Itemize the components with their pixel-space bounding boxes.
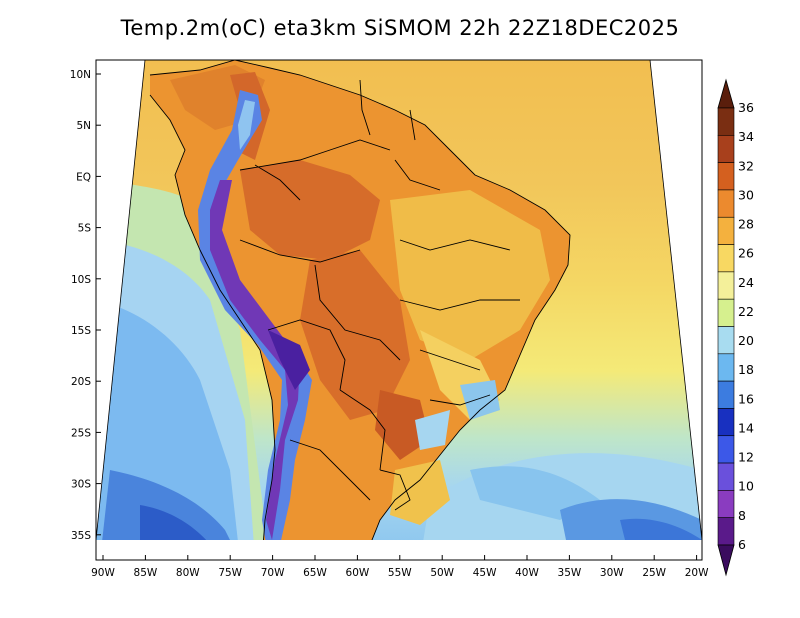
colorbar-segment — [717, 380, 735, 409]
lon-label: 80W — [176, 567, 200, 579]
lon-label: 20W — [685, 567, 709, 579]
colorbar-label: 34 — [738, 129, 754, 144]
lat-label: 10S — [71, 274, 91, 286]
colorbar-segment — [717, 162, 735, 191]
colorbar-label: 32 — [738, 158, 754, 173]
lat-label: 5N — [76, 120, 91, 132]
lat-label: 5S — [78, 223, 92, 235]
lon-label: 35W — [558, 567, 582, 579]
lat-label: 35S — [71, 530, 91, 542]
colorbar-segment — [717, 408, 735, 437]
colorbar-segment — [717, 189, 735, 218]
colorbar-segment — [717, 490, 735, 518]
colorbar-segment — [717, 271, 735, 300]
map-border — [95, 59, 703, 561]
lon-label: 75W — [218, 567, 242, 579]
colorbar: 36 34 32 30 28 26 24 22 20 18 16 14 12 10 8 6 — [717, 78, 754, 577]
lon-label: 70W — [261, 567, 285, 579]
lat-label: 10N — [70, 69, 91, 81]
colorbar-label: 6 — [738, 537, 746, 552]
colorbar-segment — [717, 326, 735, 355]
colorbar-label: 18 — [738, 362, 754, 377]
colorbar-segment — [717, 517, 735, 546]
colorbar-top-arrow — [717, 78, 735, 109]
colorbar-label: 30 — [738, 187, 754, 202]
colorbar-segment — [717, 462, 735, 491]
latitude-axis: 10N 5N EQ 5S 10S 15S 20S 25S 30S 35S — [70, 69, 101, 542]
lon-label: 90W — [91, 567, 115, 579]
colorbar-label: 20 — [738, 333, 754, 348]
country-borders — [149, 60, 571, 540]
colorbar-label: 12 — [738, 450, 754, 465]
colorbar-label: 16 — [738, 391, 754, 406]
colorbar-segment — [717, 435, 735, 464]
colorbar-segment — [717, 244, 735, 273]
colorbar-label: 24 — [738, 275, 754, 290]
longitude-axis: 90W 85W 80W 75W 70W 65W 60W 55W 50W 45W 40W 35W 30W 2… — [91, 555, 709, 579]
map-title: Temp.2m(oC) eta3km SiSMOM 22h 22Z18DEC20… — [120, 16, 680, 40]
lat-label: EQ — [76, 171, 91, 183]
colorbar-segment — [717, 298, 735, 327]
lat-label: 20S — [71, 376, 91, 388]
colorbar-label: 36 — [738, 100, 754, 115]
lat-label: 15S — [71, 325, 91, 337]
lat-label: 25S — [71, 427, 91, 439]
lon-label: 50W — [430, 567, 454, 579]
colorbar-label: 28 — [738, 217, 754, 232]
colorbar-segment — [717, 353, 735, 382]
lon-label: 45W — [473, 567, 497, 579]
lon-label: 25W — [642, 567, 666, 579]
colorbar-label: 14 — [738, 420, 754, 435]
colorbar-segment — [717, 135, 735, 163]
lon-label: 65W — [303, 567, 327, 579]
lon-label: 40W — [515, 567, 539, 579]
colorbar-segment — [717, 216, 735, 245]
colorbar-label: 22 — [738, 304, 754, 319]
colorbar-bottom-arrow — [717, 544, 735, 577]
colorbar-segment — [717, 107, 735, 136]
colorbar-label: 10 — [738, 479, 754, 494]
lon-label: 60W — [346, 567, 370, 579]
colorbar-label: 8 — [738, 508, 746, 523]
lon-label: 85W — [134, 567, 158, 579]
colorbar-label: 26 — [738, 246, 754, 261]
lon-label: 55W — [388, 567, 412, 579]
lon-label: 30W — [600, 567, 624, 579]
lat-label: 30S — [71, 479, 91, 491]
temperature-field — [96, 60, 702, 540]
